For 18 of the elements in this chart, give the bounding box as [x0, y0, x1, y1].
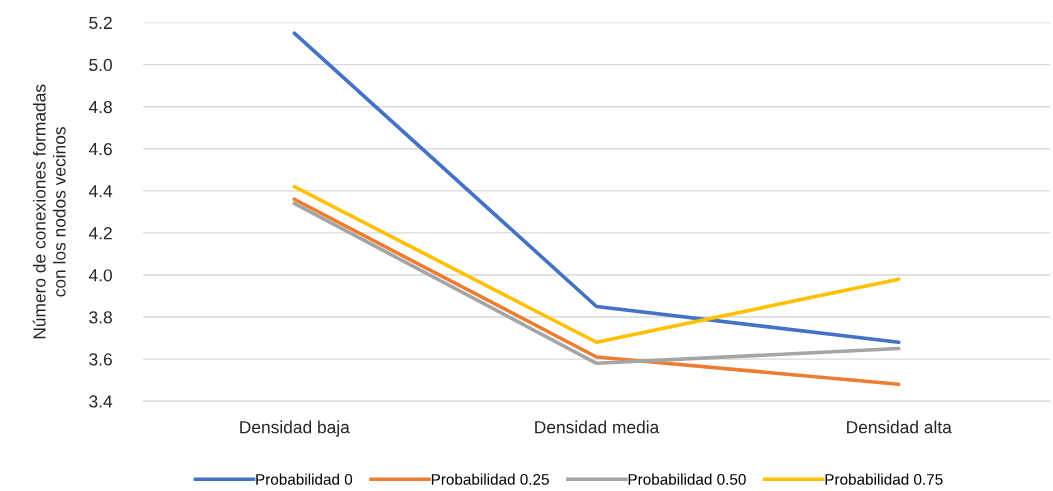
- y-tick-label: 4.0: [88, 269, 112, 282]
- legend-label: Probabilidad 0: [256, 473, 353, 485]
- y-tick-label: 4.2: [88, 227, 112, 240]
- y-tick-label: 4.4: [88, 185, 113, 198]
- x-tick-label: Densidad media: [535, 420, 660, 434]
- y-tick-label: 3.4: [89, 395, 113, 408]
- x-tick-label: Densidad baja: [240, 420, 350, 437]
- legend-label: Probabilidad 0.50: [628, 473, 746, 485]
- x-tick-label: Densidad alta: [847, 420, 952, 434]
- y-tick-label: 5.2: [89, 16, 112, 30]
- legend-label: Probabilidad 0.75: [825, 473, 943, 485]
- y-axis-title: Número de conexiones formadas con los nodos vecinos: [32, 84, 66, 339]
- y-tick-label: 5.0: [89, 58, 112, 72]
- y-tick-label: 4.8: [88, 100, 112, 114]
- y-tick-label: 3.8: [89, 311, 112, 324]
- y-tick-label: 3.6: [89, 353, 112, 366]
- legend-label: Probabilidad 0.25: [431, 473, 549, 485]
- y-tick-label: 4.6: [88, 142, 112, 156]
